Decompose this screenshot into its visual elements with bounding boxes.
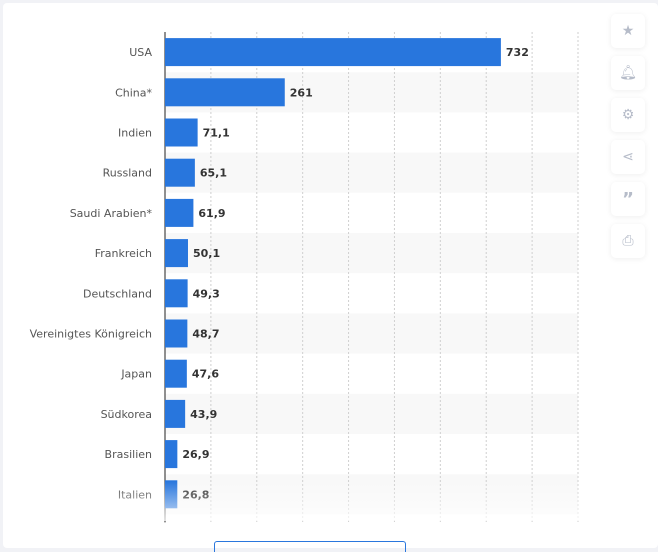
share-button[interactable]: ⋖ <box>611 140 645 174</box>
bar <box>165 440 178 469</box>
category-label: Vereinigtes Königreich <box>30 328 152 341</box>
data-label: 65,1 <box>200 167 227 180</box>
cite-button[interactable]: ” <box>611 182 645 216</box>
bell-icon: 🔔︎ <box>619 65 637 81</box>
data-label: 47,6 <box>192 368 219 381</box>
bar <box>165 78 285 107</box>
data-label: 261 <box>290 86 313 99</box>
category-label: Frankreich <box>95 247 152 260</box>
category-label: Deutschland <box>83 287 152 300</box>
row-stripe <box>165 152 578 193</box>
category-label: Russland <box>103 167 152 180</box>
row-stripe <box>165 233 578 274</box>
row-stripe <box>165 313 578 354</box>
bar <box>165 279 188 308</box>
bar <box>165 239 188 268</box>
bar <box>165 38 501 67</box>
chart-card: USA 732 China* 261 Indien 71,1 Russland 65,1 Sau… <box>3 3 658 548</box>
favorite-button[interactable]: ★ <box>611 14 645 48</box>
data-label: 732 <box>506 46 529 59</box>
bar <box>165 399 186 428</box>
star-icon: ★ <box>621 23 635 39</box>
data-label: 49,3 <box>193 287 220 300</box>
data-label: 26,9 <box>182 448 209 461</box>
fade-overlay <box>3 481 603 521</box>
share-icon: ⋖ <box>622 149 634 165</box>
settings-button[interactable]: ⚙ <box>611 98 645 132</box>
print-button[interactable]: ⎙ <box>611 224 645 258</box>
category-label: Japan <box>120 368 152 381</box>
notification-button[interactable]: 🔔︎ <box>611 56 645 90</box>
bar <box>165 118 198 147</box>
category-label: Saudi Arabien* <box>70 207 153 220</box>
category-label: China* <box>115 86 152 99</box>
category-label: Brasilien <box>105 448 152 461</box>
print-icon: ⎙ <box>622 233 634 249</box>
more-button[interactable] <box>214 541 406 552</box>
bar <box>165 198 194 227</box>
gear-icon: ⚙ <box>621 107 635 123</box>
category-label: Indien <box>118 127 152 140</box>
row-stripe <box>165 393 578 434</box>
data-label: 43,9 <box>190 408 217 421</box>
data-label: 48,7 <box>192 328 219 341</box>
data-label: 71,1 <box>203 127 230 140</box>
category-label: Südkorea <box>101 408 152 421</box>
bar <box>165 359 187 388</box>
category-label: USA <box>129 46 152 59</box>
data-label: 50,1 <box>193 247 220 260</box>
data-label: 61,9 <box>198 207 225 220</box>
bar-chart: USA 732 China* 261 Indien 71,1 Russland 65,1 Sau… <box>30 32 579 523</box>
bar <box>165 319 188 348</box>
bar <box>165 158 195 187</box>
quote-icon: ” <box>622 188 634 210</box>
